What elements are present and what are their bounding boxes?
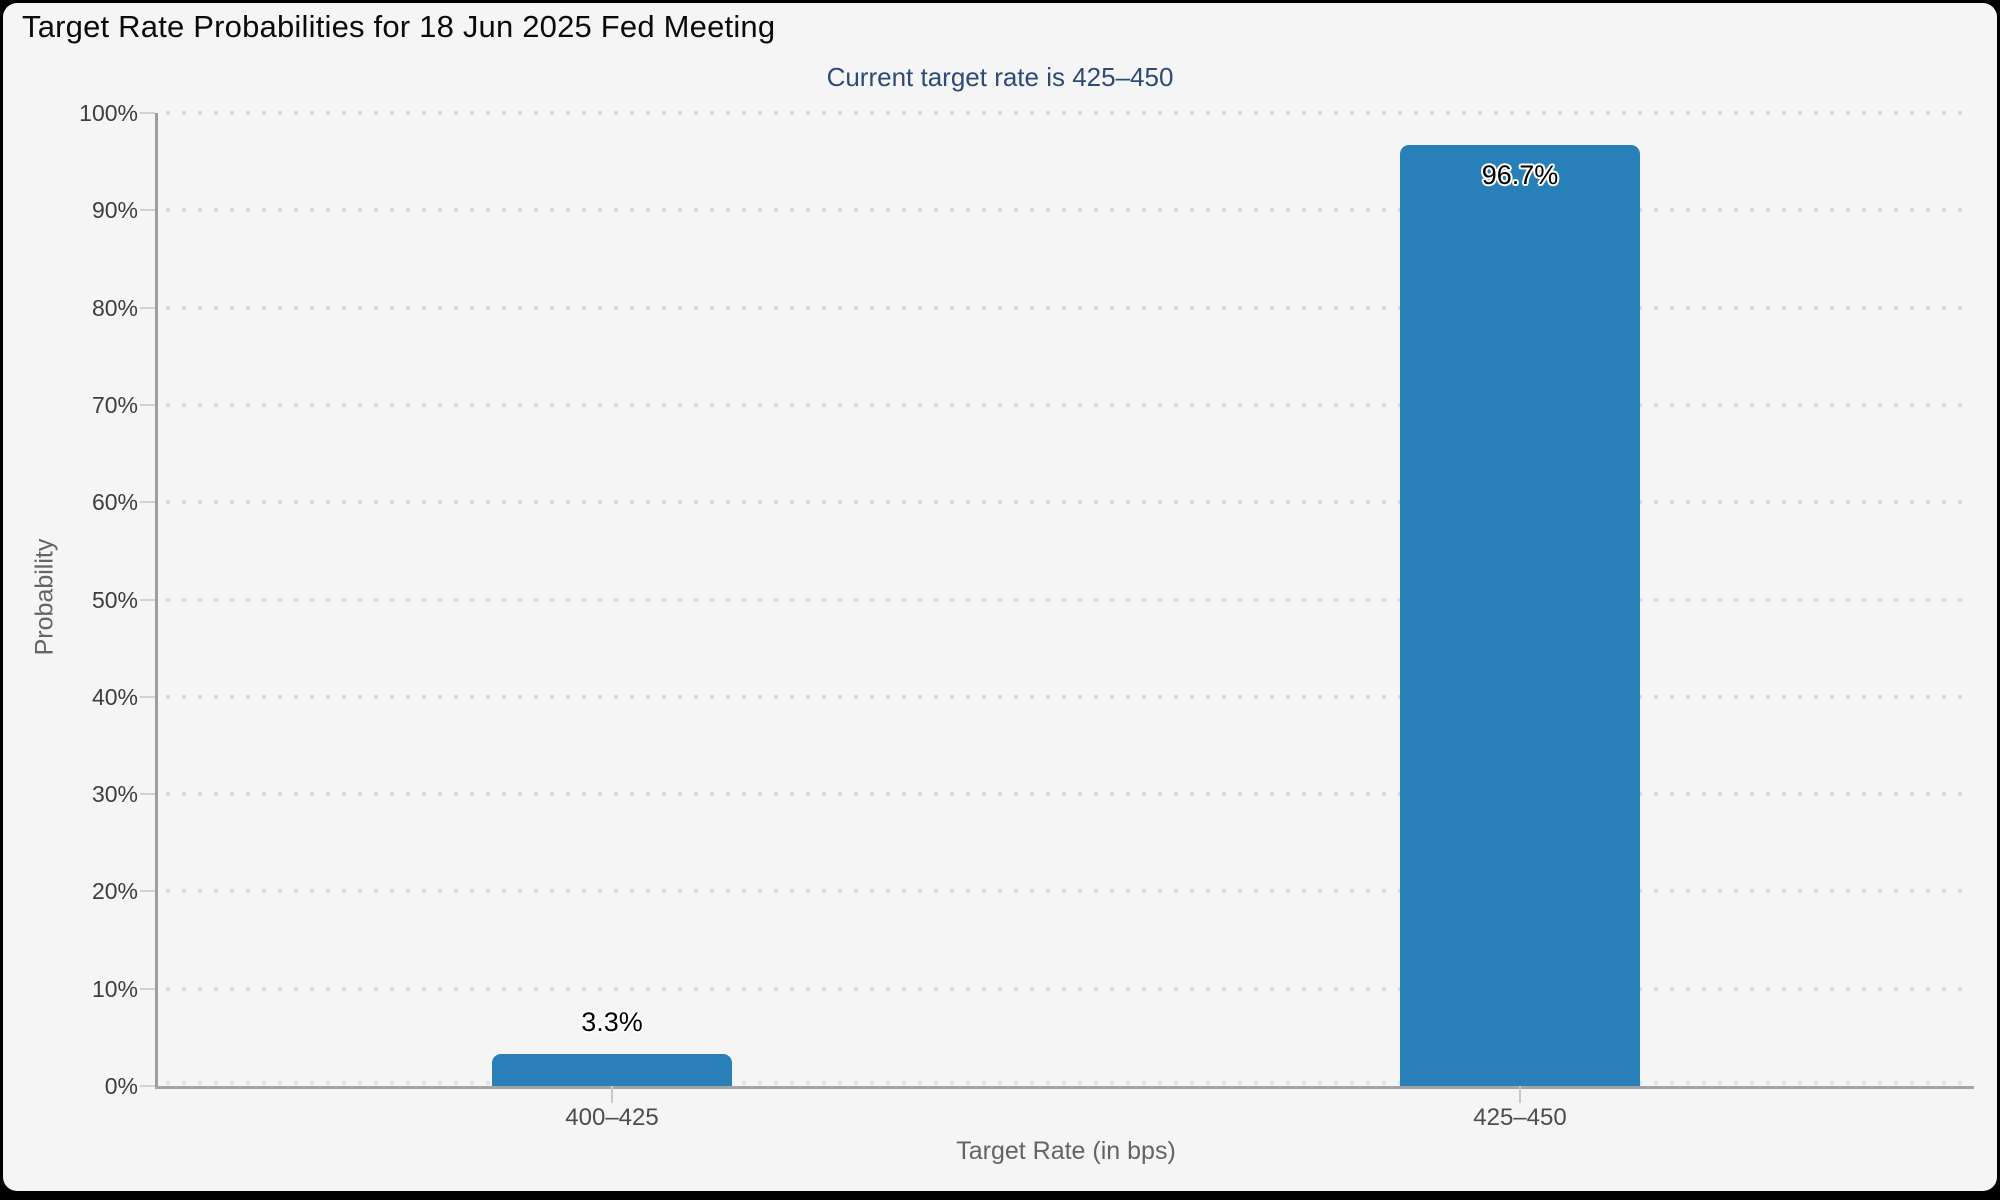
y-tick-mark xyxy=(140,987,155,990)
x-tick-label: 400–425 xyxy=(565,1104,659,1131)
y-tick-label: 30% xyxy=(91,781,138,808)
y-tick-mark xyxy=(140,793,155,796)
y-tick-label: 20% xyxy=(91,878,138,905)
y-axis-line xyxy=(155,113,158,1088)
y-tick-mark xyxy=(140,209,155,212)
y-gridline xyxy=(166,986,1970,991)
y-tick-label: 80% xyxy=(91,294,138,321)
y-tick-label: 100% xyxy=(79,100,138,126)
y-tick-label: 90% xyxy=(91,197,138,224)
y-tick-label: 70% xyxy=(91,391,138,418)
baseline-dotted-gridline xyxy=(166,1081,1970,1085)
y-gridline xyxy=(166,111,1970,115)
bar-value-label: 3.3% xyxy=(581,1006,643,1037)
y-tick-label: 0% xyxy=(104,1073,138,1099)
chart-subtitle: Current target rate is 425–450 xyxy=(826,62,1174,92)
x-tick-mark xyxy=(611,1086,613,1103)
y-tick-label: 50% xyxy=(91,586,138,613)
y-tick-mark xyxy=(140,306,155,309)
y-tick-label: 40% xyxy=(91,683,138,710)
x-tick-label: 425–450 xyxy=(1473,1104,1567,1131)
y-gridline xyxy=(166,694,1970,699)
y-tick-mark xyxy=(140,695,155,698)
y-tick-label: 60% xyxy=(91,489,138,516)
y-tick-mark xyxy=(140,890,155,893)
y-gridline xyxy=(166,792,1970,797)
chart-canvas-frame xyxy=(3,3,1997,1191)
y-gridline xyxy=(166,500,1970,505)
x-axis-title: Target Rate (in bps) xyxy=(956,1137,1176,1165)
y-tick-mark xyxy=(140,1085,155,1087)
y-axis-labels: 0% 10% 20% 30% 40% 50% 60% 70% 80% 90% 100% xyxy=(0,100,138,1099)
bar-value-label: 96.7% xyxy=(1481,160,1559,191)
y-tick-mark xyxy=(140,598,155,601)
x-axis-line xyxy=(155,1086,1974,1089)
bar-425–450 xyxy=(1400,145,1640,1086)
chart-title: Target Rate Probabilities for 18 Jun 202… xyxy=(22,9,776,44)
x-tick-mark xyxy=(1519,1086,1521,1103)
bar-400–425 xyxy=(492,1053,732,1086)
y-gridline xyxy=(166,889,1970,894)
y-tick-mark xyxy=(140,501,155,504)
y-gridline xyxy=(166,305,1970,310)
y-gridline xyxy=(166,597,1970,602)
y-tick-mark xyxy=(140,403,155,406)
y-tick-label: 10% xyxy=(91,975,138,1002)
y-gridline xyxy=(166,208,1970,213)
y-tick-mark xyxy=(140,112,155,114)
plot-area: 3.3% 400–425 96.7% 425–450 Target Rate (in … xyxy=(140,111,1974,1165)
y-gridline xyxy=(166,402,1970,407)
